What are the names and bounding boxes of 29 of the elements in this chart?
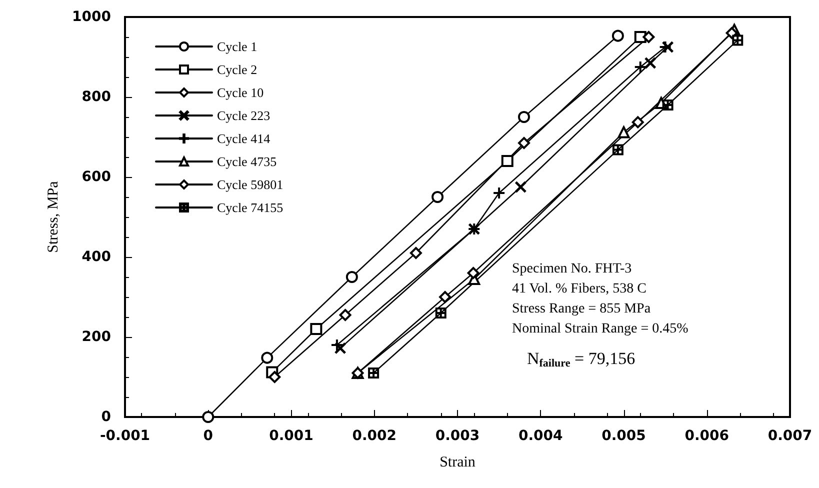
- y-axis-title: Stress, MPa: [46, 180, 62, 253]
- y-tick-label: 600: [82, 169, 112, 185]
- x-tick-label: 0.007: [768, 428, 812, 444]
- annotation: Nominal Strain Range = 0.45%: [512, 322, 689, 336]
- y-tick-label: 0: [101, 409, 112, 425]
- legend-label: Cycle 74155: [217, 200, 284, 215]
- y-tick-label: 400: [82, 249, 112, 265]
- annotation: Specimen No. FHT-3: [512, 262, 632, 276]
- y-tick-label: 800: [82, 89, 112, 105]
- x-tick-label: 0.005: [602, 428, 646, 444]
- legend-label: Cycle 10: [217, 85, 264, 100]
- legend-label: Cycle 414: [217, 131, 271, 146]
- legend-label: Cycle 2: [217, 62, 258, 77]
- legend-label: Cycle 1: [217, 39, 258, 54]
- legend-label: Cycle 4735: [217, 154, 277, 169]
- annotation: Stress Range = 855 MPa: [512, 302, 652, 316]
- y-tick-label: 1000: [72, 9, 112, 25]
- annotation: 41 Vol. % Fibers, 538 C: [512, 282, 646, 296]
- x-tick-label: 0.003: [435, 428, 480, 444]
- y-tick-label: 200: [82, 329, 112, 345]
- x-tick-label: 0.002: [352, 428, 397, 444]
- legend-label: Cycle 223: [217, 108, 270, 123]
- x-tick-label: -0.001: [100, 428, 150, 444]
- x-tick-label: 0.004: [518, 428, 564, 444]
- x-tick-label: 0.001: [269, 428, 314, 444]
- x-tick-label: 0: [203, 428, 214, 444]
- x-tick-label: 0.006: [684, 428, 730, 444]
- legend-label: Cycle 59801: [217, 177, 284, 192]
- x-axis-title: Strain: [440, 454, 476, 470]
